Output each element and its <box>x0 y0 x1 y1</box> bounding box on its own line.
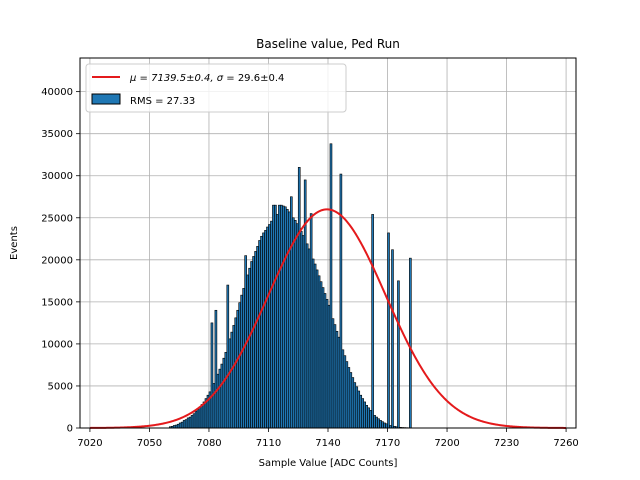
legend-fit-sigma-value: = 29.6±0.4 <box>223 73 284 84</box>
legend: μ = 7139.5±0.4, σ = 29.6±0.4 RMS = 27.33 <box>85 63 347 113</box>
x-tick-label: 7110 <box>256 438 281 449</box>
y-tick-label: 15000 <box>41 297 73 308</box>
x-tick-label: 7080 <box>196 438 221 449</box>
y-axis-ticks: 0 5000 10000 15000 20000 25000 30000 35000 40000 <box>41 87 80 435</box>
legend-fit-sigma-symbol: σ <box>217 73 224 84</box>
y-tick-label: 0 <box>67 424 73 435</box>
y-tick-label: 10000 <box>41 339 73 350</box>
x-tick-label: 7020 <box>77 438 102 449</box>
histogram-bar <box>387 232 390 429</box>
x-tick-label: 7200 <box>434 438 459 449</box>
x-tick-label: 7050 <box>137 438 162 449</box>
legend-fit-label: μ = 7139.5±0.4, σ = 29.6±0.4 <box>129 73 284 84</box>
histogram-bar <box>397 280 400 429</box>
x-tick-label: 7230 <box>494 438 519 449</box>
legend-hist-swatch <box>91 93 121 105</box>
y-axis-label: Events <box>9 226 20 260</box>
y-tick-label: 40000 <box>41 87 73 98</box>
histogram-bar <box>409 257 412 429</box>
y-tick-label: 20000 <box>41 255 73 266</box>
y-tick-label: 35000 <box>41 129 73 140</box>
y-tick-label: 30000 <box>41 171 73 182</box>
legend-box <box>85 63 347 113</box>
legend-fit-mu: μ = 7139.5±0.4, <box>129 73 217 84</box>
x-tick-label: 7170 <box>375 438 400 449</box>
y-tick-label: 5000 <box>48 381 73 392</box>
y-tick-label: 25000 <box>41 213 73 224</box>
x-tick-label: 7140 <box>315 438 340 449</box>
gaussian-fit-line <box>89 208 567 429</box>
chart-title: Baseline value, Ped Run <box>256 37 400 51</box>
histogram-bar <box>391 249 394 429</box>
x-axis-ticks: 7020 7050 7080 7110 7140 7170 7200 7230 7260 <box>77 428 579 449</box>
legend-hist-label: RMS = 27.33 <box>130 96 195 107</box>
histogram-bar <box>371 214 374 429</box>
x-axis-label: Sample Value [ADC Counts] <box>259 458 398 469</box>
x-tick-label: 7260 <box>553 438 578 449</box>
